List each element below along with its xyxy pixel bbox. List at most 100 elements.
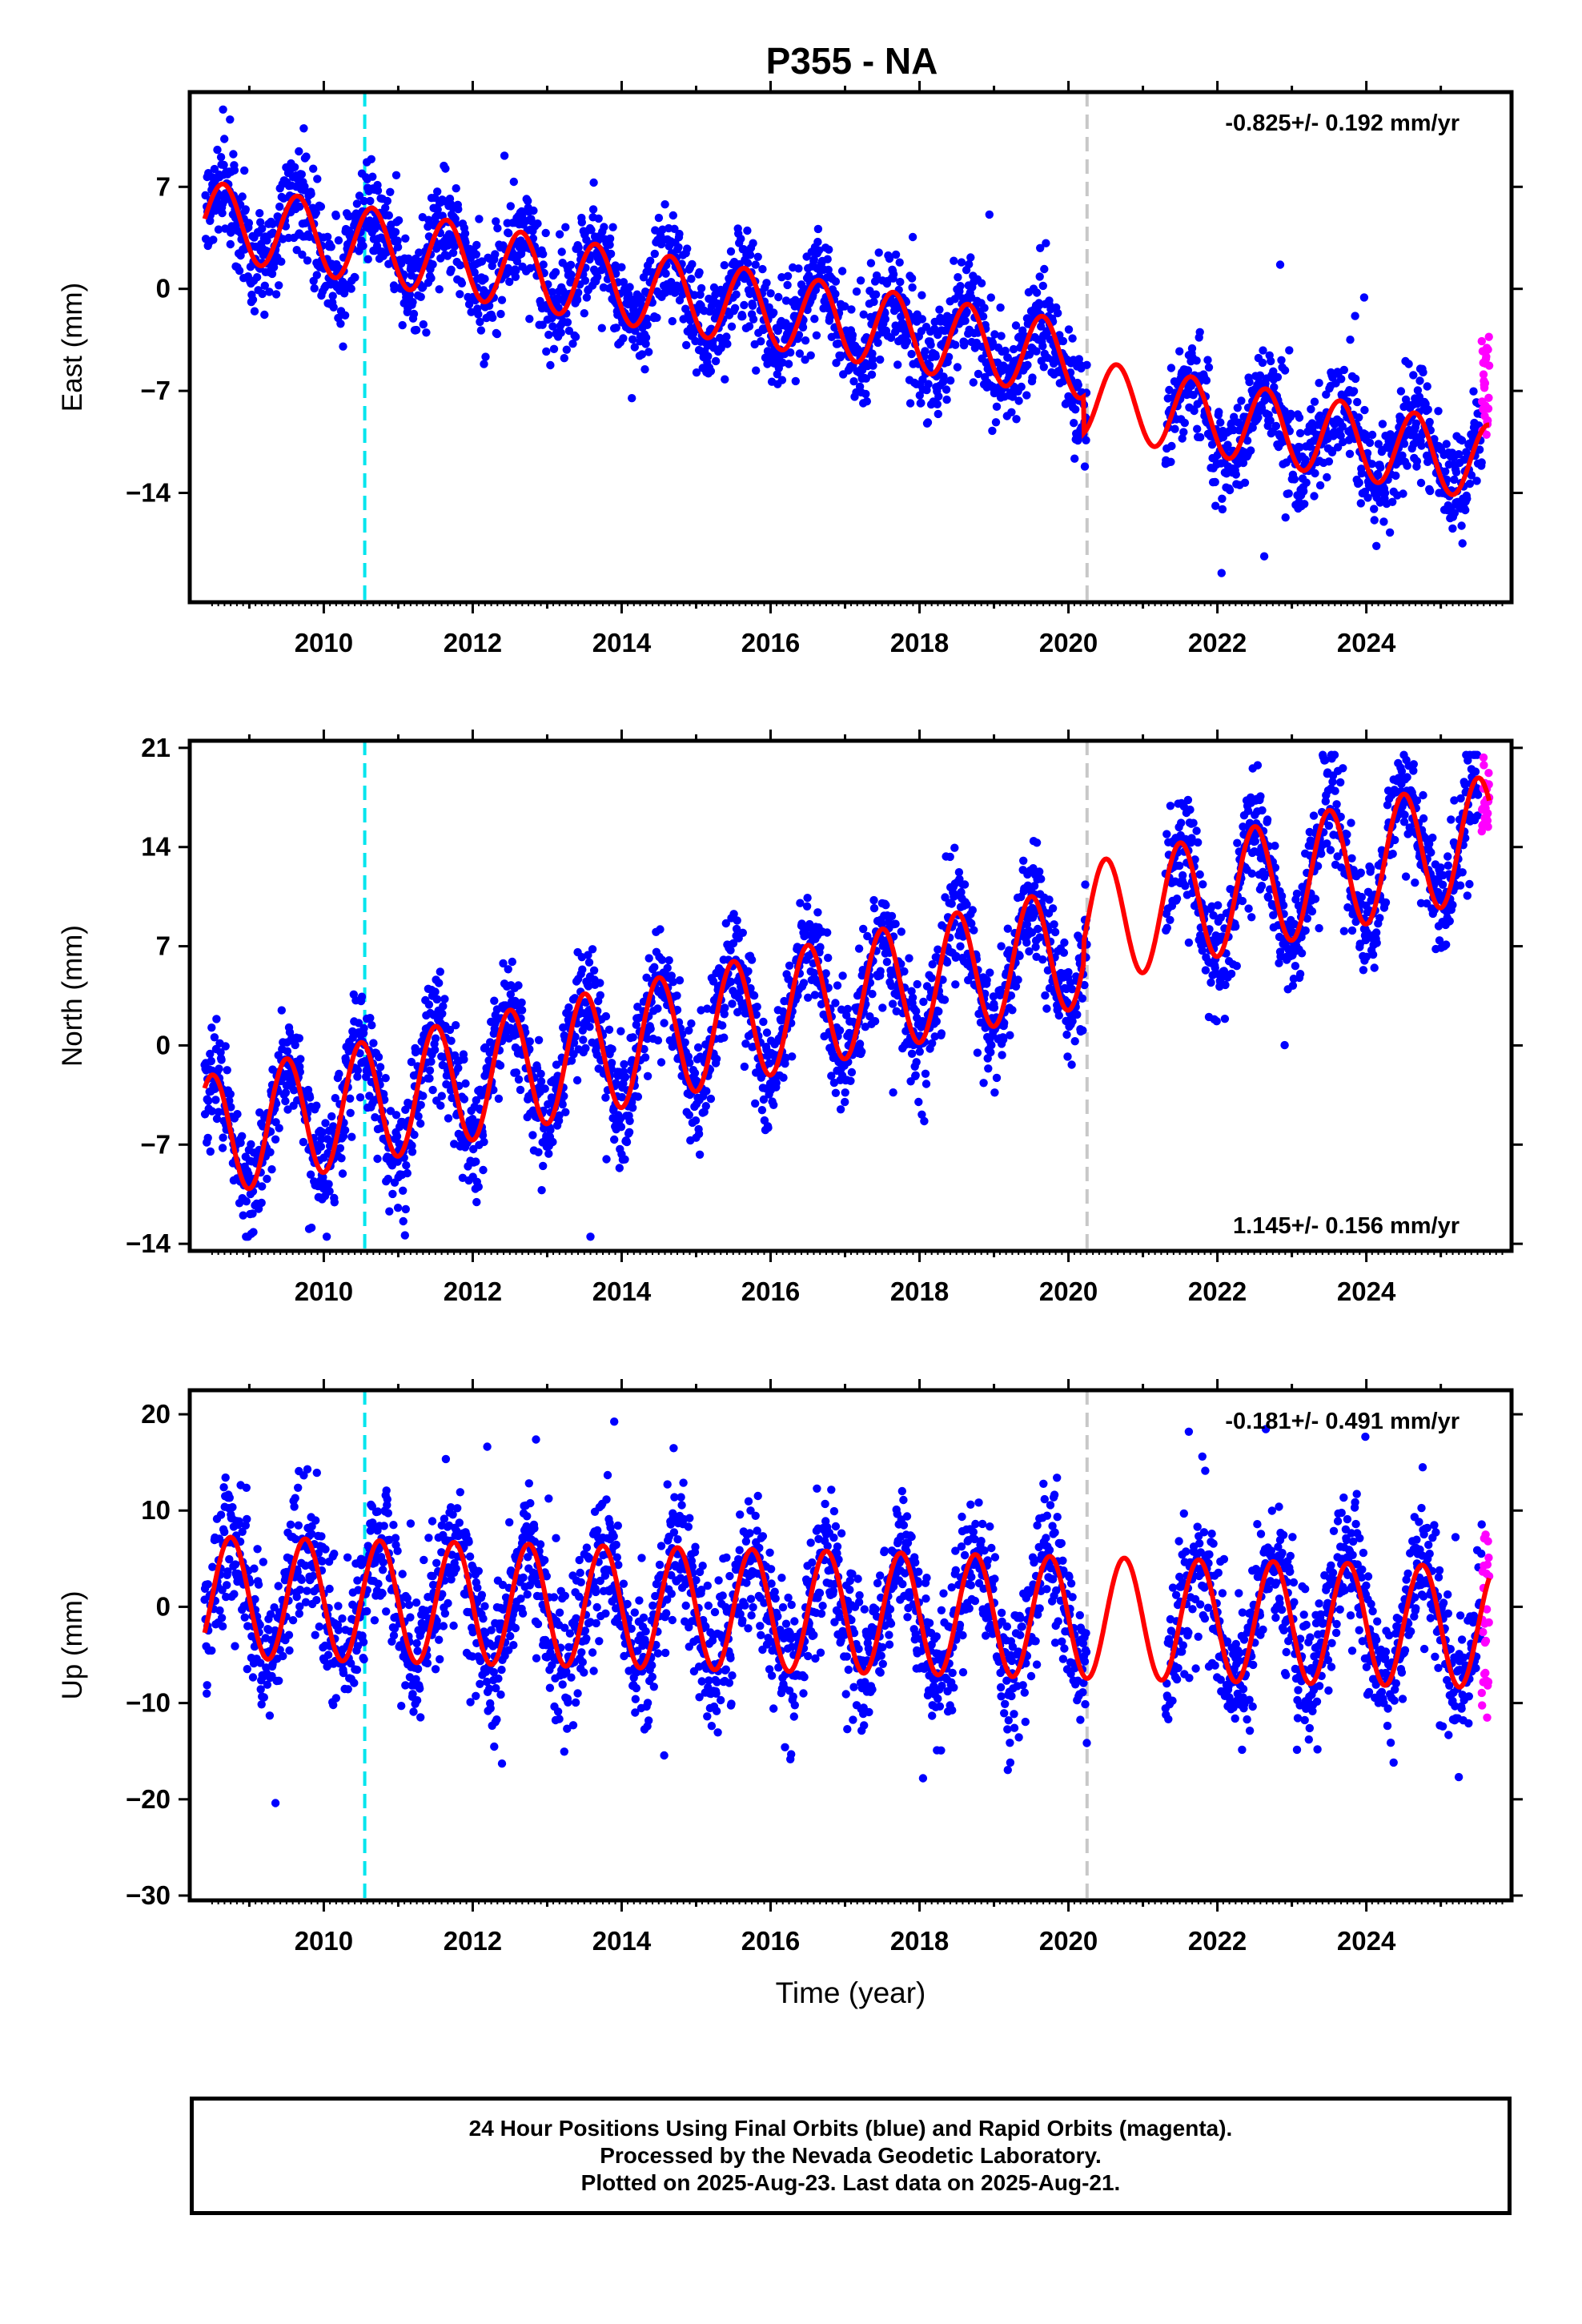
final-orbit-point [747, 955, 757, 964]
final-orbit-point [297, 170, 306, 179]
final-orbit-point [1070, 1037, 1079, 1046]
final-orbit-point [869, 297, 878, 307]
final-orbit-point [556, 328, 565, 337]
final-orbit-point [888, 999, 897, 1008]
final-orbit-point [691, 1116, 701, 1125]
final-orbit-point [207, 1107, 216, 1116]
final-orbit-point [897, 927, 906, 936]
final-orbit-point [557, 247, 566, 256]
final-orbit-point [399, 1216, 408, 1226]
final-orbit-point [1388, 497, 1397, 506]
final-orbit-point [1028, 373, 1037, 382]
final-orbit-point [889, 270, 898, 279]
final-orbit-point [711, 356, 721, 366]
final-orbit-point [467, 308, 476, 316]
final-orbit-point [1259, 552, 1269, 561]
final-orbit-point [1434, 407, 1443, 416]
final-orbit-point [605, 240, 614, 249]
final-orbit-point [227, 1103, 235, 1112]
final-orbit-point [220, 135, 229, 143]
final-orbit-point [479, 1165, 488, 1175]
final-orbit-point [559, 1023, 568, 1032]
final-orbit-point [329, 1122, 338, 1131]
final-orbit-point [1327, 448, 1337, 456]
final-orbit-point [1323, 472, 1331, 482]
final-orbit-point [921, 347, 930, 356]
final-orbit-point [277, 257, 286, 266]
final-orbit-point [401, 1204, 410, 1214]
final-orbit-point [229, 150, 238, 159]
final-orbit-point [355, 1093, 365, 1102]
final-orbit-point [1007, 408, 1016, 416]
rapid-orbit-point [1484, 416, 1492, 425]
final-orbit-point [876, 355, 885, 364]
final-orbit-point [1170, 424, 1179, 433]
final-orbit-point [960, 338, 970, 348]
final-orbit-point [1032, 288, 1042, 297]
final-orbit-point [1166, 915, 1174, 925]
final-orbit-point [644, 954, 653, 963]
final-orbit-point [868, 990, 877, 999]
final-orbit-point [654, 213, 664, 223]
final-orbit-point [296, 1055, 305, 1063]
final-orbit-point [651, 226, 660, 235]
final-orbit-point [946, 376, 955, 385]
final-orbit-point [424, 1000, 434, 1009]
final-orbit-point [1215, 408, 1223, 416]
final-orbit-point [1167, 441, 1176, 451]
final-orbit-point [969, 378, 978, 387]
final-orbit-point [986, 968, 994, 977]
final-orbit-point [905, 954, 913, 963]
final-orbit-point [512, 1068, 521, 1077]
final-orbit-point [299, 1137, 308, 1147]
final-orbit-point [363, 255, 372, 263]
final-orbit-point [258, 224, 267, 233]
final-orbit-point [824, 265, 833, 275]
final-orbit-point [1034, 924, 1042, 934]
final-orbit-point [242, 1197, 251, 1206]
final-orbit-point [584, 951, 592, 959]
final-orbit-point [1032, 347, 1041, 356]
final-orbit-point [311, 208, 320, 217]
final-orbit-point [615, 1164, 624, 1172]
final-orbit-point [764, 1124, 773, 1132]
final-orbit-point [433, 205, 442, 214]
final-orbit-point [596, 979, 604, 987]
final-orbit-point [433, 995, 442, 1004]
final-orbit-point [847, 305, 856, 314]
final-orbit-point [310, 283, 319, 293]
final-orbit-point [813, 224, 823, 234]
final-orbit-point [997, 332, 1006, 340]
final-orbit-point [218, 208, 227, 218]
final-orbit-point [857, 1047, 866, 1056]
final-orbit-point [601, 1093, 610, 1102]
final-orbit-point [1454, 450, 1464, 459]
final-orbit-point [617, 263, 626, 271]
final-orbit-point [935, 305, 944, 314]
final-orbit-point [871, 290, 881, 299]
final-orbit-point [422, 328, 431, 337]
final-orbit-point [1324, 457, 1334, 466]
final-orbit-point [942, 958, 952, 967]
final-orbit-point [472, 1157, 480, 1166]
final-orbit-point [1374, 440, 1383, 448]
final-orbit-point [728, 999, 737, 1008]
final-orbit-point [561, 1108, 570, 1117]
final-orbit-point [1339, 365, 1349, 375]
final-orbit-point [980, 304, 989, 312]
final-orbit-point [988, 426, 997, 436]
rapid-orbits-series [1477, 332, 1494, 439]
final-orbit-point [617, 1092, 627, 1102]
final-orbit-point [312, 1101, 321, 1110]
final-orbit-point [490, 996, 499, 1005]
final-orbit-point [456, 290, 464, 299]
final-orbit-point [477, 1091, 486, 1100]
final-orbit-point [656, 1058, 666, 1067]
final-orbit-point [411, 1047, 420, 1057]
final-orbit-point [427, 1057, 436, 1066]
final-orbit-point [475, 215, 484, 223]
final-orbit-point [695, 267, 704, 277]
final-orbit-point [653, 1004, 662, 1013]
final-orbit-point [723, 340, 732, 348]
final-orbit-point [643, 320, 652, 329]
